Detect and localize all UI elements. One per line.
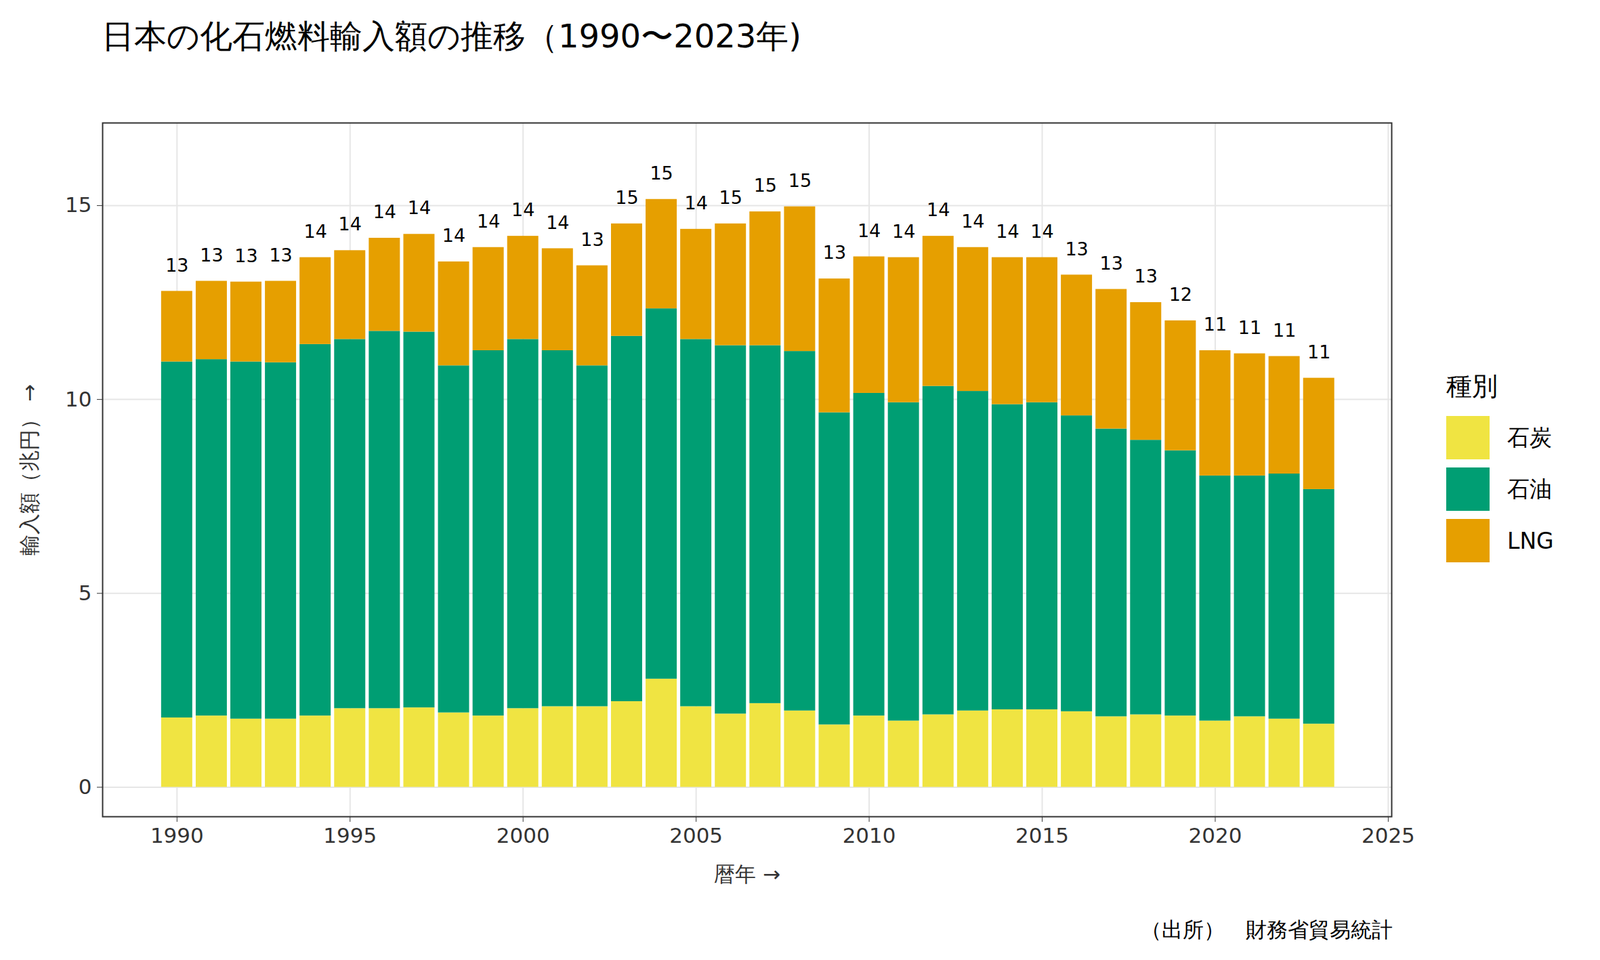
svg-text:15: 15 [65, 192, 92, 217]
svg-text:15: 15 [649, 162, 673, 184]
html-text:種別: 種別 [1446, 371, 1498, 402]
svg-text:2020: 2020 [1188, 823, 1243, 848]
svg-text:15: 15 [615, 186, 639, 208]
svg-text:15: 15 [719, 186, 743, 208]
svg-text:13: 13 [234, 245, 258, 267]
svg-text:輸入額（兆円） →: 輸入額（兆円） → [16, 384, 42, 556]
svg-text:14: 14 [476, 210, 500, 232]
svg-text:11: 11 [1238, 317, 1262, 339]
svg-text:13: 13 [1064, 238, 1088, 260]
svg-text:13: 13 [1134, 265, 1158, 287]
svg-text:14: 14 [995, 220, 1019, 242]
svg-text:10: 10 [65, 386, 92, 412]
svg-text:13: 13 [823, 241, 847, 263]
html-text:日本の化石燃料輸入額の推移（1990〜2023年): 日本の化石燃料輸入額の推移（1990〜2023年) [101, 16, 802, 55]
svg-text:14: 14 [511, 199, 535, 221]
svg-text:15: 15 [753, 174, 777, 196]
svg-text:2005: 2005 [669, 823, 723, 848]
svg-text:13: 13 [165, 254, 189, 276]
svg-text:13: 13 [268, 244, 292, 266]
svg-text:1990: 1990 [150, 823, 204, 848]
svg-text:14: 14 [338, 213, 362, 235]
svg-text:14: 14 [961, 210, 985, 232]
svg-text:5: 5 [78, 580, 93, 605]
svg-text:2010: 2010 [842, 823, 897, 848]
html-text:石油: 石油 [1507, 475, 1552, 502]
svg-text:13: 13 [580, 228, 604, 250]
svg-text:14: 14 [373, 201, 397, 223]
svg-text:14: 14 [1030, 220, 1054, 242]
svg-text:14: 14 [304, 220, 328, 242]
svg-text:12: 12 [1169, 283, 1193, 305]
svg-text:14: 14 [442, 224, 466, 246]
svg-text:13: 13 [1100, 252, 1124, 274]
svg-text:11: 11 [1203, 313, 1227, 335]
html-text:（出所） 財務省貿易統計: （出所） 財務省貿易統計 [1140, 917, 1393, 942]
svg-text:14: 14 [545, 212, 570, 234]
svg-text:14: 14 [684, 192, 708, 214]
svg-text:11: 11 [1307, 341, 1331, 363]
svg-text:2015: 2015 [1015, 823, 1069, 848]
svg-text:1995: 1995 [323, 823, 377, 848]
svg-text:2000: 2000 [496, 823, 551, 848]
svg-text:14: 14 [857, 220, 881, 242]
svg-text:0: 0 [78, 774, 93, 799]
svg-text:14: 14 [926, 199, 950, 221]
html-text:石炭: 石炭 [1507, 423, 1552, 451]
svg-text:11: 11 [1272, 319, 1296, 341]
svg-text:暦年 →: 暦年 → [713, 861, 781, 887]
svg-text:14: 14 [407, 197, 431, 219]
svg-text:14: 14 [892, 220, 916, 242]
svg-text:13: 13 [199, 244, 223, 266]
svg-text:2025: 2025 [1361, 823, 1416, 848]
html-text:LNG: LNG [1507, 527, 1554, 554]
svg-text:15: 15 [788, 170, 812, 192]
